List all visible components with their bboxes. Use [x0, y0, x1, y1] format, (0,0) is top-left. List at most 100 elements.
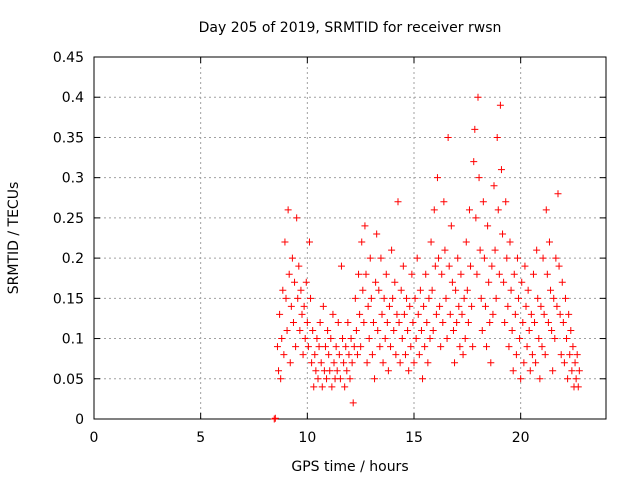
data-point	[405, 367, 413, 375]
x-tick-label: 5	[196, 430, 205, 446]
data-point	[431, 262, 439, 270]
data-point	[540, 310, 548, 318]
data-point	[455, 302, 463, 310]
data-point	[557, 351, 565, 359]
data-point	[473, 270, 481, 278]
data-point	[305, 238, 313, 246]
data-point	[401, 351, 409, 359]
data-point	[361, 222, 369, 230]
data-point	[573, 351, 581, 359]
data-point	[469, 343, 477, 351]
data-points	[270, 93, 583, 423]
x-axis-label: GPS time / hours	[291, 459, 408, 475]
data-point	[415, 351, 423, 359]
data-point	[381, 335, 389, 343]
data-point	[353, 351, 361, 359]
data-point	[298, 310, 306, 318]
data-point	[572, 375, 580, 383]
data-point	[416, 286, 424, 294]
data-point	[491, 246, 499, 254]
data-point	[377, 254, 385, 262]
data-point	[380, 294, 388, 302]
data-point	[294, 294, 302, 302]
data-point	[535, 335, 543, 343]
data-point	[497, 166, 505, 174]
data-point	[342, 343, 350, 351]
data-point	[523, 343, 531, 351]
data-point	[564, 375, 572, 383]
data-point	[511, 310, 519, 318]
data-point	[446, 310, 454, 318]
data-point	[492, 294, 500, 302]
data-point	[395, 318, 403, 326]
data-point	[312, 367, 320, 375]
data-point	[529, 270, 537, 278]
data-point	[393, 310, 401, 318]
data-point	[313, 335, 321, 343]
data-point	[465, 206, 473, 214]
data-point	[318, 383, 326, 391]
data-point	[374, 327, 382, 335]
data-point	[314, 375, 322, 383]
data-point	[300, 302, 308, 310]
data-point	[340, 359, 348, 367]
data-point	[441, 246, 449, 254]
data-point	[408, 270, 416, 278]
data-point	[468, 302, 476, 310]
data-point	[376, 343, 384, 351]
data-point	[412, 335, 420, 343]
data-point	[270, 415, 278, 423]
data-point	[566, 351, 574, 359]
data-point	[333, 367, 341, 375]
data-point	[556, 310, 564, 318]
data-point	[454, 254, 462, 262]
data-point	[571, 359, 579, 367]
data-point	[368, 351, 376, 359]
data-point	[339, 335, 347, 343]
data-point	[307, 294, 315, 302]
data-point	[495, 270, 503, 278]
data-point	[363, 359, 371, 367]
data-point	[522, 302, 530, 310]
data-point	[512, 351, 520, 359]
data-point	[383, 318, 391, 326]
data-point	[317, 359, 325, 367]
data-point	[421, 343, 429, 351]
data-point	[334, 318, 342, 326]
data-point	[323, 375, 331, 383]
data-point	[432, 310, 440, 318]
data-point	[559, 318, 567, 326]
data-point	[348, 359, 356, 367]
data-point	[292, 343, 300, 351]
data-point	[561, 294, 569, 302]
data-point	[397, 286, 405, 294]
data-point	[351, 294, 359, 302]
data-point	[545, 238, 553, 246]
data-point	[505, 343, 513, 351]
data-point	[282, 294, 290, 302]
data-point	[521, 262, 529, 270]
data-point	[550, 294, 558, 302]
data-point	[527, 310, 535, 318]
data-point	[533, 246, 541, 254]
data-point	[490, 182, 498, 190]
data-point	[387, 343, 395, 351]
data-point	[271, 414, 279, 422]
data-point	[470, 158, 478, 166]
data-point	[430, 206, 438, 214]
data-point	[447, 222, 455, 230]
data-point	[510, 270, 518, 278]
data-point	[479, 198, 487, 206]
data-point	[433, 174, 441, 182]
data-point	[501, 318, 509, 326]
data-point	[524, 286, 532, 294]
data-point	[456, 343, 464, 351]
data-point	[531, 318, 539, 326]
data-point	[349, 399, 357, 407]
data-point	[560, 359, 568, 367]
data-point	[352, 327, 360, 335]
data-point	[537, 302, 545, 310]
data-point	[288, 254, 296, 262]
data-point	[364, 302, 372, 310]
data-point	[536, 375, 544, 383]
